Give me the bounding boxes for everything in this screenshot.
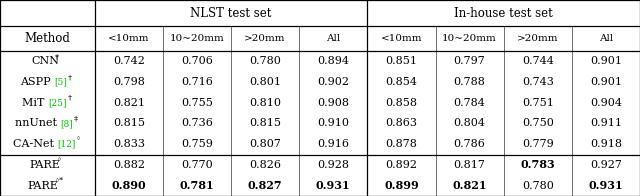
Text: ‡: ‡	[74, 115, 78, 122]
Text: CA-Net: CA-Net	[13, 139, 58, 149]
Text: 0.706: 0.706	[181, 56, 213, 66]
Text: 0.882: 0.882	[113, 160, 145, 170]
Text: 0.755: 0.755	[181, 98, 213, 108]
Text: 0.931: 0.931	[589, 180, 623, 191]
Text: PARE: PARE	[29, 160, 61, 170]
Text: 0.783: 0.783	[520, 159, 555, 170]
Text: 0.890: 0.890	[111, 180, 146, 191]
Text: †: †	[67, 94, 72, 102]
Text: 0.916: 0.916	[317, 139, 349, 149]
Text: PARE: PARE	[28, 181, 58, 191]
Text: 0.788: 0.788	[454, 77, 486, 87]
Text: >20mm: >20mm	[517, 34, 559, 43]
Text: 0.815: 0.815	[113, 118, 145, 129]
Text: †: †	[68, 73, 72, 81]
Text: 0.821: 0.821	[113, 98, 145, 108]
Text: 0.858: 0.858	[385, 98, 417, 108]
Text: 0.928: 0.928	[317, 160, 349, 170]
Text: 0.927: 0.927	[590, 160, 622, 170]
Text: 0.797: 0.797	[454, 56, 486, 66]
Text: 0.810: 0.810	[249, 98, 281, 108]
Text: 0.918: 0.918	[590, 139, 622, 149]
Text: 0.798: 0.798	[113, 77, 145, 87]
Text: 0.904: 0.904	[590, 98, 622, 108]
Text: 0.863: 0.863	[385, 118, 417, 129]
Text: 0.910: 0.910	[317, 118, 349, 129]
Text: 0.894: 0.894	[317, 56, 349, 66]
Text: [25]: [25]	[48, 98, 67, 107]
Text: 0.851: 0.851	[385, 56, 417, 66]
Text: 0.770: 0.770	[181, 160, 213, 170]
Text: 0.892: 0.892	[385, 160, 417, 170]
Text: <10mm: <10mm	[381, 34, 422, 43]
Text: 0.751: 0.751	[522, 98, 554, 108]
Text: 0.901: 0.901	[590, 77, 622, 87]
Text: 0.780: 0.780	[522, 181, 554, 191]
Text: Method: Method	[24, 32, 70, 45]
Text: [12]: [12]	[57, 140, 76, 149]
Text: NLST test set: NLST test set	[190, 7, 272, 20]
Text: [5]: [5]	[54, 78, 67, 87]
Text: 0.784: 0.784	[454, 98, 486, 108]
Text: 0.716: 0.716	[181, 77, 213, 87]
Text: In-house test set: In-house test set	[454, 7, 553, 20]
Text: †: †	[54, 52, 59, 60]
Text: 0.801: 0.801	[249, 77, 281, 87]
Text: 10~20mm: 10~20mm	[170, 34, 225, 43]
Text: [8]: [8]	[60, 119, 73, 128]
Text: nnUnet: nnUnet	[15, 118, 60, 129]
Text: 0.854: 0.854	[385, 77, 417, 87]
Text: 0.815: 0.815	[249, 118, 281, 129]
Text: 0.743: 0.743	[522, 77, 554, 87]
Text: 0.759: 0.759	[181, 139, 213, 149]
Text: 0.908: 0.908	[317, 98, 349, 108]
Text: 0.827: 0.827	[248, 180, 282, 191]
Text: 0.833: 0.833	[113, 139, 145, 149]
Text: >20mm: >20mm	[244, 34, 286, 43]
Text: 0.807: 0.807	[249, 139, 281, 149]
Text: 0.878: 0.878	[385, 139, 417, 149]
Text: 0.901: 0.901	[590, 56, 622, 66]
Text: 0.779: 0.779	[522, 139, 554, 149]
Text: 0.750: 0.750	[522, 118, 554, 129]
Text: 0.931: 0.931	[316, 180, 351, 191]
Text: 0.911: 0.911	[590, 118, 622, 129]
Text: 0.902: 0.902	[317, 77, 349, 87]
Text: <10mm: <10mm	[108, 34, 150, 43]
Text: 10~20mm: 10~20mm	[442, 34, 497, 43]
Text: 0.804: 0.804	[454, 118, 486, 129]
Text: 0.736: 0.736	[181, 118, 213, 129]
Text: ASPP: ASPP	[20, 77, 54, 87]
Text: CNN: CNN	[31, 56, 59, 66]
Text: All: All	[599, 34, 613, 43]
Text: 0.821: 0.821	[452, 180, 487, 191]
Text: MiT: MiT	[22, 98, 48, 108]
Text: 0.780: 0.780	[249, 56, 281, 66]
Text: 0.744: 0.744	[522, 56, 554, 66]
Text: All: All	[326, 34, 340, 43]
Text: ◦: ◦	[76, 135, 81, 143]
Text: 0.742: 0.742	[113, 56, 145, 66]
Text: ◦*: ◦*	[55, 177, 64, 185]
Text: 0.899: 0.899	[384, 180, 419, 191]
Text: 0.817: 0.817	[454, 160, 486, 170]
Text: 0.781: 0.781	[180, 180, 214, 191]
Text: 0.786: 0.786	[454, 139, 486, 149]
Text: ◦: ◦	[57, 156, 62, 164]
Text: 0.826: 0.826	[249, 160, 281, 170]
